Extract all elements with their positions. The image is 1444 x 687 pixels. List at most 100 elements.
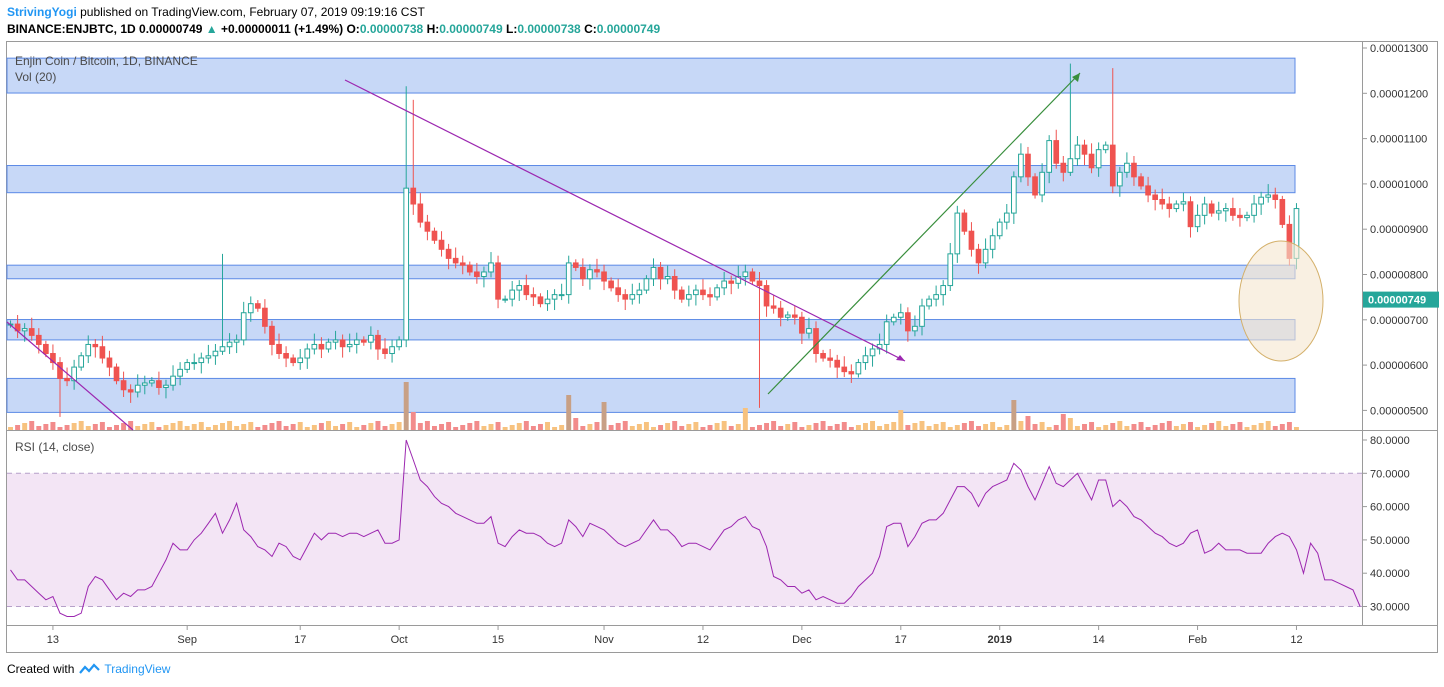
candle-body (1067, 158, 1074, 173)
time-tick-label: Nov (594, 634, 614, 646)
candle-body (177, 368, 183, 377)
candle-body (459, 262, 466, 266)
volume-bar (135, 426, 141, 430)
volume-bar (1216, 421, 1222, 430)
candle-body (537, 296, 544, 305)
candle-body (375, 334, 381, 350)
candle-body (431, 230, 438, 241)
volume-bar (827, 426, 833, 430)
candle-body (890, 316, 897, 323)
candle-body (558, 294, 565, 297)
candle-body (368, 334, 374, 343)
created-with-label: Created with (7, 662, 75, 676)
volume-bar (679, 426, 685, 430)
candle-body (954, 212, 961, 255)
candle-body (1251, 203, 1257, 216)
volume-bar (191, 424, 197, 430)
volume-bar (198, 422, 204, 430)
volume-bar (905, 425, 911, 430)
candle-body (523, 285, 530, 296)
candle-body (933, 294, 939, 300)
volume-bar (205, 427, 211, 430)
candle-body (134, 384, 141, 393)
volume-bar (672, 421, 678, 430)
candle-body (1046, 140, 1053, 173)
candle-body (113, 366, 120, 382)
volume-bar (1067, 418, 1073, 430)
volume-bar (997, 427, 1003, 430)
candle-body (629, 294, 636, 300)
candle-body (982, 248, 989, 264)
zone-2 (6, 165, 1296, 194)
volume-bar (8, 427, 14, 430)
rsi-tick-label: 70.0000 (1370, 468, 1410, 480)
candle-body (657, 266, 664, 280)
candle-body (1081, 144, 1088, 155)
candle-body (219, 346, 226, 352)
volume-bar (636, 424, 642, 430)
price-tick-label: 0.00001100 (1370, 134, 1427, 146)
candle-body (1237, 214, 1243, 219)
candle-body (671, 276, 678, 291)
publish-date: published on TradingView.com, February 0… (80, 5, 425, 19)
candle-body (1187, 201, 1194, 228)
candle-body (325, 341, 332, 350)
time-axis: 13 Sep 17 Oct 15 Nov 12 Dec 17 2019 14 Feb 12 (47, 625, 1303, 646)
author-link[interactable]: StrivingYogi (7, 5, 77, 19)
volume-bar (1110, 423, 1116, 430)
candle-body (1222, 208, 1229, 212)
volume-bar (608, 425, 614, 430)
volume-bar (99, 422, 105, 430)
candle-body (813, 328, 819, 355)
candle-body (318, 343, 325, 350)
volume-bar (1138, 422, 1144, 430)
volume-bar (424, 421, 430, 430)
candle-body (728, 280, 735, 284)
candle-body (1173, 203, 1180, 210)
volume-bar (841, 422, 847, 430)
volume-bar (439, 424, 445, 430)
candle-body (516, 285, 523, 291)
volume-bar (50, 422, 56, 430)
volume-bar (742, 408, 748, 430)
rsi-tick-label: 80.0000 (1370, 435, 1410, 447)
volume-bar (983, 424, 989, 430)
volume-bar (990, 422, 996, 430)
candle-body (353, 339, 360, 345)
candle-body (71, 366, 77, 382)
candle-body (975, 248, 982, 264)
candle-body (848, 371, 855, 375)
candle-body (968, 230, 975, 250)
volume-bar (622, 421, 628, 430)
candle-body (1279, 198, 1286, 225)
candle-body (799, 316, 805, 334)
candle-body (1159, 198, 1166, 205)
volume-bar (114, 425, 119, 430)
last-price-tag (1363, 291, 1439, 308)
volume-bar (368, 423, 374, 430)
time-tick-label: Oct (391, 634, 408, 646)
last-price-tag-label: 0.00000749 (1368, 295, 1426, 307)
volume-bar (1117, 421, 1123, 430)
early-down-trendline (6, 321, 134, 431)
volume-bar (1202, 425, 1208, 430)
tradingview-brand[interactable]: TradingView (104, 662, 171, 676)
symbol-title: Enjin Coin / Bitcoin, 1D, BINANCE (15, 54, 198, 68)
volume-bar (1279, 424, 1285, 430)
volume-bar (785, 424, 791, 430)
candle-body (205, 355, 212, 359)
candle-body (961, 212, 968, 232)
volume-bar (255, 427, 261, 430)
price-tick-label: 0.00001000 (1370, 179, 1428, 191)
candle-body (240, 312, 247, 341)
symbol-interval: BINANCE:ENJBTC, 1D (7, 22, 136, 36)
candle-body (996, 221, 1003, 237)
high-label: H: (426, 22, 440, 36)
volume-bar (474, 421, 480, 430)
candle-body (869, 348, 876, 357)
rsi-tick-label: 40.0000 (1370, 568, 1410, 580)
volume-bar (806, 425, 812, 430)
candle-body (1138, 176, 1144, 187)
volume-bar (870, 421, 876, 430)
